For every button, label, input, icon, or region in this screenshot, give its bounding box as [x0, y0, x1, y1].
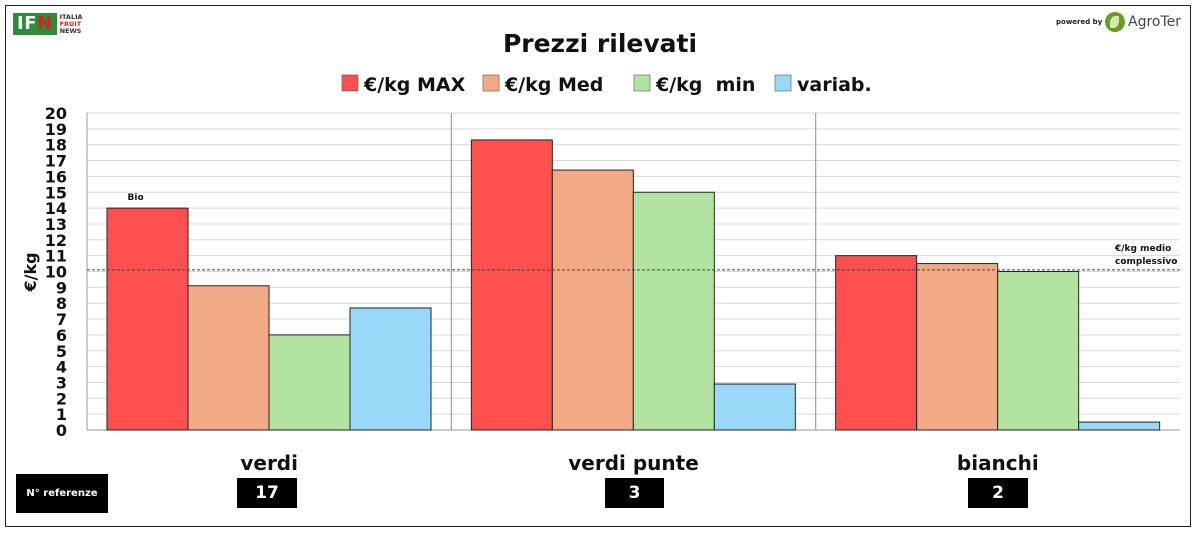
y-tick-label: 1 [56, 405, 67, 424]
legend-swatch-1 [341, 74, 359, 92]
bar-3-4 [1078, 421, 1161, 431]
y-tick-label: 4 [56, 358, 67, 377]
leaf-icon [1105, 12, 1125, 32]
ifn-logo-mark: IFN [13, 13, 57, 35]
y-tick-label: 6 [56, 326, 67, 345]
reference-count-bianchi: 2 [968, 478, 1028, 508]
powered-by-label: powered by [1056, 18, 1103, 26]
legend-entry-1: €/kg MAX [363, 74, 466, 96]
agroter-logo: AgroTer [1105, 12, 1181, 32]
y-tick-label: 7 [56, 310, 67, 329]
bar-3-3 [997, 271, 1080, 431]
reference-line-label: complessivo [1115, 257, 1177, 267]
y-tick-label: 11 [45, 247, 67, 266]
y-tick-label: 13 [45, 215, 67, 234]
reference-count-verdi: 17 [237, 478, 297, 508]
y-tick-label: 16 [45, 167, 67, 186]
legend-entry-3: €/kg min [655, 74, 755, 96]
legend-entry-2: €/kg Med [504, 74, 603, 96]
reference-line-label: €/kg medio [1114, 244, 1171, 254]
y-tick-label: 15 [45, 183, 67, 202]
legend-entry-4: variab. [797, 74, 872, 96]
y-tick-label: 9 [56, 278, 67, 297]
chart-title: Prezzi rilevati [503, 29, 697, 58]
bar-2-2 [551, 169, 634, 431]
y-tick-label: 3 [56, 373, 67, 392]
reference-count-verdi-punte: 3 [605, 478, 664, 508]
y-tick-label: 19 [45, 120, 67, 139]
bar-2-4 [713, 383, 796, 431]
y-tick-label: 12 [45, 231, 67, 250]
y-tick-label: 17 [45, 152, 67, 171]
bar-2-3 [632, 191, 715, 431]
bar-2-1 [470, 139, 553, 431]
bar-annotation: Bio [128, 193, 144, 203]
legend-swatch-2 [482, 74, 500, 92]
y-tick-label: 2 [56, 389, 67, 408]
bar-1-4 [349, 307, 432, 431]
y-tick-label: 20 [45, 104, 67, 123]
y-tick-label: 18 [45, 136, 67, 155]
bar-1-3 [268, 334, 351, 431]
x-category-label: verdi [240, 451, 298, 475]
ifn-logo-text: ITALIA FRUIT NEWS [59, 12, 83, 35]
x-category-label: verdi punte [568, 451, 699, 475]
ifn-logo: IFN ITALIA FRUIT NEWS [13, 12, 83, 36]
bar-1-2 [187, 285, 270, 431]
y-axis-label: €/kg [21, 252, 40, 292]
y-tick-label: 14 [45, 199, 67, 218]
bar-1-1 [106, 207, 189, 431]
bar-3-1 [835, 255, 918, 431]
legend-swatch-3 [633, 74, 651, 92]
bar-3-2 [916, 263, 999, 431]
agroter-text: AgroTer [1128, 14, 1182, 30]
legend-swatch-4 [774, 74, 792, 92]
x-category-label: bianchi [957, 451, 1039, 475]
references-label: N° referenze [16, 474, 108, 513]
y-tick-label: 10 [45, 263, 67, 282]
y-tick-label: 8 [56, 294, 67, 313]
y-tick-label: 5 [56, 342, 67, 361]
y-tick-label: 0 [56, 421, 67, 440]
